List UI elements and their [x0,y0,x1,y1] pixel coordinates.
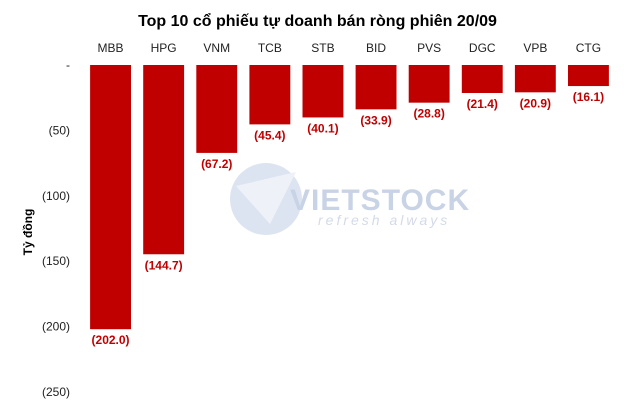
data-label: (144.7) [145,258,183,272]
bar [143,65,185,255]
x-category-label: BID [366,41,386,55]
data-label: (33.9) [360,113,391,127]
y-tick-label: (100) [42,189,70,203]
bar [408,65,450,103]
x-category-label: CTG [576,41,601,55]
y-axis-ticks: - (50) (100) (150) (200) (250) [42,58,70,399]
bar [461,65,503,93]
data-label: (40.1) [307,121,338,135]
x-axis-categories: MBB HPG VNM TCB STB BID PVS DGC VPB CTG [98,41,602,55]
watermark-tagline: refresh always [318,212,450,228]
chart-title: Top 10 cổ phiếu tự doanh bán ròng phiên … [138,12,497,30]
watermark: VIETSTOCK refresh always [230,163,470,235]
data-label: (202.0) [92,333,130,347]
watermark-swoosh-icon [236,172,296,224]
x-category-label: HPG [151,41,177,55]
x-category-label: DGC [469,41,496,55]
watermark-brand: VIETSTOCK [290,184,470,217]
data-label: (16.1) [573,90,604,104]
y-tick-label: (200) [42,320,70,334]
bar [249,65,291,125]
bar [302,65,344,118]
data-label: (20.9) [520,96,551,110]
x-category-label: VNM [203,41,230,55]
x-category-label: PVS [417,41,441,55]
data-label: (28.8) [413,107,444,121]
bar [568,65,609,87]
data-label: (21.4) [467,97,498,111]
y-tick-label: (50) [49,123,70,137]
bar [514,65,556,93]
data-label: (45.4) [254,128,285,142]
bar [90,65,131,330]
data-label: (67.2) [201,157,232,171]
x-category-label: TCB [258,41,282,55]
x-category-label: VPB [523,41,547,55]
y-tick-label: (250) [42,385,70,399]
bar [196,65,238,153]
x-category-label: MBB [98,41,124,55]
y-tick-label: - [66,58,70,72]
y-tick-label: (150) [42,254,70,268]
y-axis-label: Tỷ đồng [21,209,35,256]
x-category-label: STB [311,41,334,55]
bar [355,65,397,110]
data-labels: (202.0) (144.7) (67.2) (45.4) (40.1) (33.9) (2… [92,90,605,347]
bars [90,65,609,330]
